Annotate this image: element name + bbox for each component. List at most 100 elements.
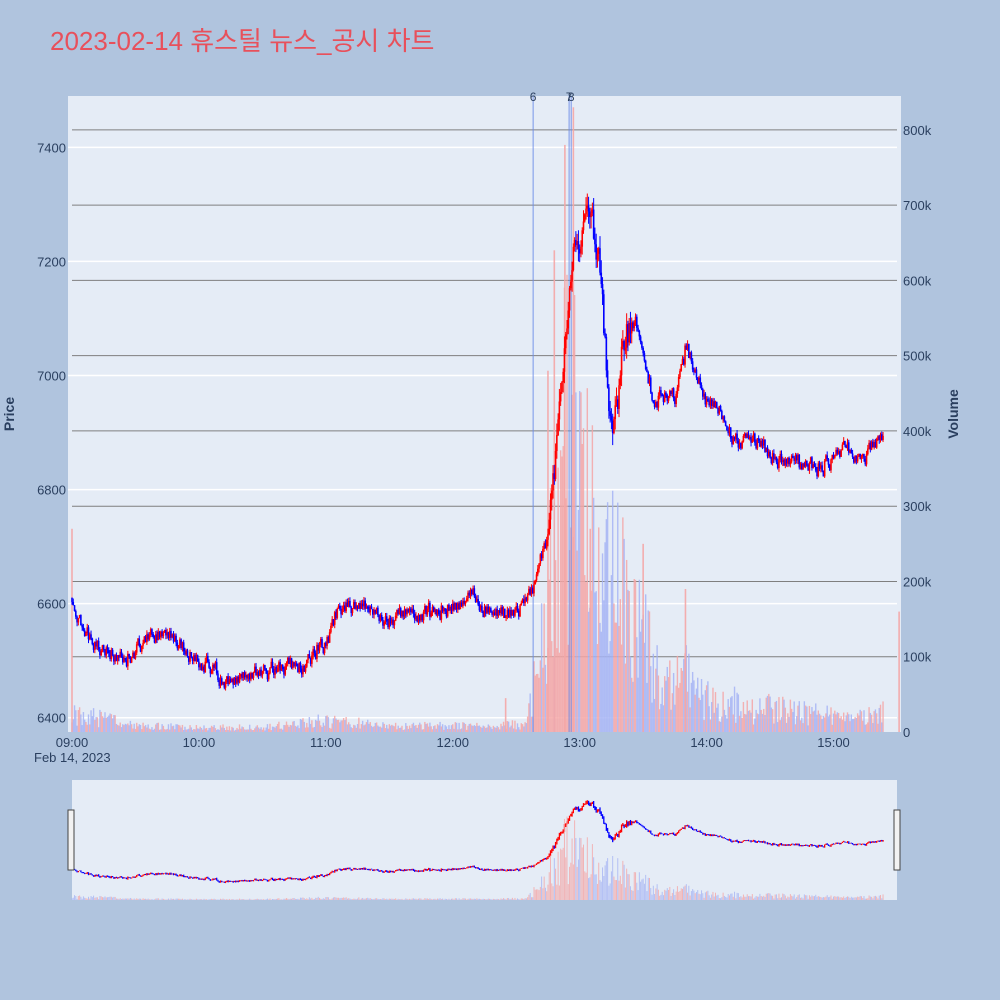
candle-body — [318, 644, 321, 651]
candle-body — [270, 661, 273, 668]
candle-body — [688, 343, 690, 358]
mini-volume-bar — [550, 855, 551, 900]
volume-bar — [799, 720, 802, 732]
mini-volume-bar — [717, 894, 719, 900]
volume-bar — [879, 704, 882, 732]
mini-volume-bar — [406, 898, 408, 900]
volume-bar — [427, 726, 430, 732]
volume-bar — [103, 717, 105, 732]
volume-bar — [811, 707, 813, 732]
candle-body — [405, 609, 407, 615]
volume-bar — [228, 726, 231, 732]
candle-body — [662, 396, 665, 402]
volume-bar — [375, 722, 378, 732]
candle-body — [267, 673, 270, 680]
candle-body — [213, 664, 215, 668]
candle-body — [719, 405, 722, 412]
mini-volume-bar — [344, 897, 346, 900]
candle-body — [144, 636, 147, 643]
range-slider-left-handle[interactable] — [67, 809, 75, 871]
range-slider-background[interactable] — [72, 780, 897, 900]
mini-volume-bar — [718, 898, 720, 900]
mini-volume-bar — [777, 898, 779, 900]
candle-body — [775, 456, 778, 463]
volume-bar — [780, 717, 783, 732]
mini-volume-bar — [148, 899, 150, 900]
volume-bar — [73, 705, 76, 732]
mini-volume-bar — [774, 894, 776, 900]
candle-body — [691, 361, 694, 370]
volume-bar — [212, 726, 214, 732]
volume-bar — [603, 600, 605, 732]
candle-body — [127, 653, 129, 667]
mini-volume-bar — [155, 898, 157, 900]
mini-volume-bar — [602, 867, 604, 900]
volume-bar — [491, 728, 493, 732]
volume-bar — [507, 721, 510, 732]
mini-volume-bar — [324, 898, 326, 900]
x-tick-label: 13:00 — [563, 735, 596, 750]
volume-bar — [686, 691, 689, 732]
candle-body — [550, 490, 553, 500]
candle-body — [416, 616, 419, 622]
mini-volume-bar — [651, 894, 653, 900]
mini-volume-bar — [775, 894, 777, 900]
volume-bar — [443, 729, 445, 732]
mini-volume-bar — [134, 899, 136, 900]
mini-volume-bar — [486, 899, 488, 900]
candle-body — [850, 449, 853, 454]
candle-body — [448, 604, 450, 611]
candle-body — [198, 661, 200, 668]
candle-body — [689, 352, 691, 358]
volume-bar — [175, 724, 177, 732]
mini-volume-bar — [656, 884, 658, 900]
volume-bar — [259, 728, 261, 732]
volume-bar — [367, 719, 369, 732]
mini-volume-bar — [349, 898, 351, 900]
candle-body — [779, 453, 782, 460]
range-slider[interactable] — [67, 780, 901, 900]
mini-volume-bar — [827, 897, 829, 900]
candle-body — [759, 440, 761, 447]
mini-volume-bar — [128, 898, 130, 900]
volume-bar — [153, 728, 156, 732]
candle-body — [484, 606, 487, 614]
y2-tick-label: 400k — [903, 424, 932, 439]
range-slider-right-handle[interactable] — [893, 809, 901, 871]
candle-body — [751, 439, 754, 443]
candle-body — [657, 395, 660, 408]
mini-volume-bar — [872, 898, 874, 900]
mini-volume-bar — [335, 897, 337, 900]
candle-body — [610, 415, 613, 421]
mini-volume-bar — [596, 883, 598, 900]
volume-bar — [78, 707, 81, 732]
candle-body — [671, 388, 674, 394]
mini-volume-bar — [759, 893, 761, 900]
volume-bar — [99, 709, 101, 732]
volume-spike-bar — [684, 588, 687, 732]
candle-body — [375, 607, 378, 614]
mini-volume-bar — [789, 894, 791, 900]
candle-body — [757, 438, 760, 441]
mini-volume-bar — [79, 895, 81, 900]
mini-volume-bar — [236, 899, 238, 900]
mini-volume-bar — [141, 899, 143, 900]
mini-volume-bar — [833, 896, 835, 900]
mini-volume-bar — [599, 880, 601, 900]
candle-body — [175, 635, 177, 643]
candle-body — [834, 455, 836, 458]
volume-bar — [818, 713, 821, 732]
mini-volume-bar — [610, 871, 612, 900]
candle-body — [652, 400, 655, 403]
volume-bar — [94, 719, 96, 732]
candle-body — [116, 655, 119, 661]
candle-body — [373, 609, 375, 615]
volume-bar — [497, 727, 500, 732]
candle-body — [335, 612, 337, 618]
mini-volume-bar — [176, 898, 178, 900]
volume-bar — [209, 727, 212, 732]
mini-volume-bar — [815, 894, 817, 900]
date-label: Feb 14, 2023 — [34, 750, 111, 765]
candle-body — [139, 645, 142, 652]
candle-body — [217, 673, 219, 681]
